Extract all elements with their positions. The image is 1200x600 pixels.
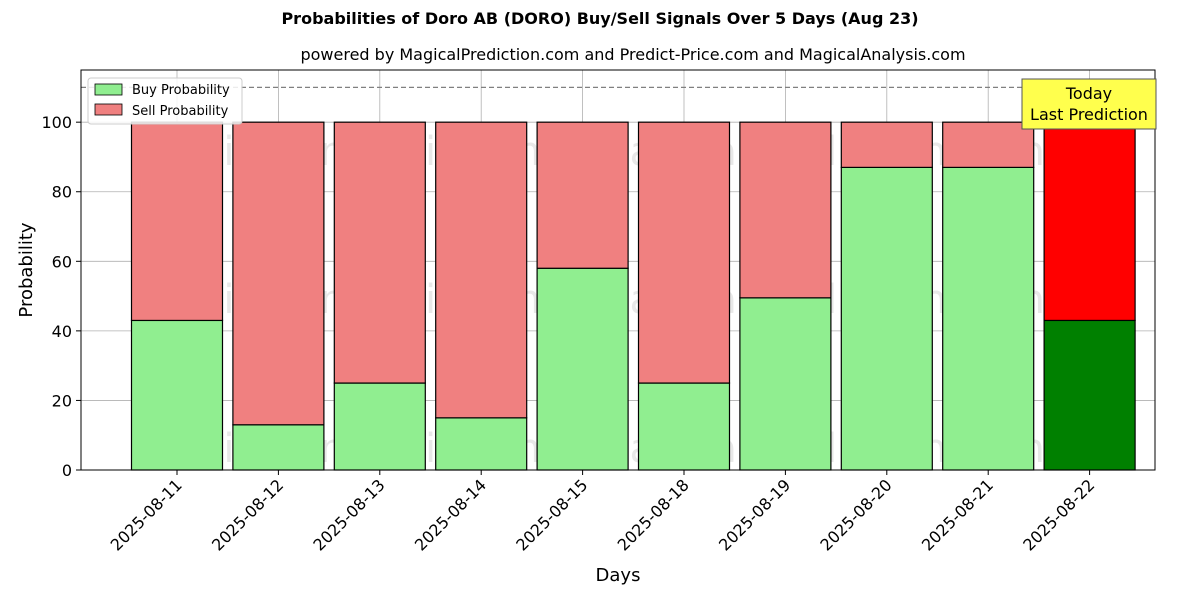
annotation-line1: Today bbox=[1065, 84, 1112, 103]
plot-frame bbox=[80, 69, 1156, 471]
chart-subtitle: powered by MagicalPrediction.com and Pre… bbox=[300, 45, 966, 64]
bar-sell-2025-08-21 bbox=[942, 121, 1035, 168]
bar-buy-2025-08-12 bbox=[232, 424, 325, 471]
bar-sell-2025-08-22 bbox=[1043, 121, 1136, 322]
y-axis-label: Probability bbox=[16, 222, 37, 317]
x-tick-label: 2025-08-15 bbox=[512, 475, 591, 554]
legend-buy-label: Buy Probability bbox=[132, 83, 230, 98]
chart-title: Probabilities of Doro AB (DORO) Buy/Sell… bbox=[281, 9, 919, 28]
annotation-box bbox=[1021, 78, 1157, 130]
bar-buy-2025-08-15 bbox=[536, 267, 629, 471]
bar-sell-2025-08-12 bbox=[232, 121, 325, 426]
x-tick-label: 2025-08-18 bbox=[614, 475, 693, 554]
x-axis: 2025-08-11 2025-08-12 2025-08-13 2025-08-14… bbox=[107, 470, 1098, 555]
bar-sell-2025-08-15 bbox=[536, 121, 629, 269]
x-tick-label: 2025-08-19 bbox=[715, 475, 794, 554]
y-tick-label: 100 bbox=[41, 113, 72, 132]
legend-frame bbox=[87, 77, 243, 125]
x-tick-label: 2025-08-22 bbox=[1019, 475, 1098, 554]
bar-buy-2025-08-11 bbox=[130, 319, 224, 471]
bar-sell-2025-08-11 bbox=[130, 121, 224, 322]
x-tick-label: 2025-08-21 bbox=[918, 475, 997, 554]
legend-sell-swatch bbox=[94, 103, 123, 116]
y-tick-label: 60 bbox=[52, 252, 72, 271]
x-tick-label: 2025-08-11 bbox=[107, 475, 186, 554]
bar-buy-2025-08-14 bbox=[435, 417, 528, 471]
bar-buy-2025-08-13 bbox=[333, 382, 426, 471]
bar-sell-2025-08-18 bbox=[637, 121, 731, 384]
x-axis-label: Days bbox=[596, 565, 641, 586]
bar-sell-2025-08-13 bbox=[333, 121, 426, 384]
bar-buy-2025-08-19 bbox=[739, 297, 832, 471]
x-tick-label: 2025-08-12 bbox=[208, 475, 287, 554]
bar-sell-2025-08-19 bbox=[739, 121, 832, 299]
y-tick-label: 0 bbox=[62, 461, 72, 480]
bar-buy-2025-08-20 bbox=[840, 166, 933, 471]
bar-sell-2025-08-20 bbox=[840, 121, 933, 168]
bars-layer bbox=[130, 121, 1136, 471]
x-tick-label: 2025-08-13 bbox=[309, 475, 388, 554]
y-axis: 0 20 40 60 80 100 bbox=[41, 113, 81, 480]
annotation-line2: Last Prediction bbox=[1030, 105, 1148, 124]
y-tick-label: 80 bbox=[52, 183, 72, 202]
bar-sell-2025-08-14 bbox=[435, 121, 528, 419]
y-tick-label: 20 bbox=[52, 391, 72, 410]
x-tick-label: 2025-08-14 bbox=[411, 475, 490, 554]
x-tick-label: 2025-08-20 bbox=[816, 475, 895, 554]
legend: Buy Probability Sell Probability bbox=[87, 77, 243, 125]
bar-buy-2025-08-21 bbox=[942, 166, 1035, 471]
bar-buy-2025-08-22 bbox=[1043, 319, 1136, 471]
legend-buy-swatch bbox=[94, 83, 123, 96]
legend-sell-label: Sell Probability bbox=[132, 104, 229, 119]
bar-buy-2025-08-18 bbox=[637, 382, 731, 471]
today-annotation: Today Last Prediction bbox=[1021, 78, 1157, 130]
y-tick-label: 40 bbox=[52, 322, 72, 341]
